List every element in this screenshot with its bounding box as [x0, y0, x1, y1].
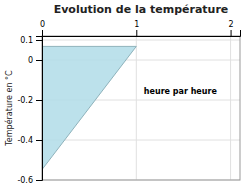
x-tick-label: 2 [229, 20, 234, 29]
grid-line-x [136, 36, 137, 180]
y-tick-label: -0.2 [17, 96, 33, 105]
title: Evolution de la température [54, 3, 229, 16]
y-tick-label: 0 [28, 56, 33, 65]
x-tick-label: 1 [134, 20, 139, 29]
x-tick-mark [231, 30, 232, 36]
y-tick: -0.2 [17, 96, 42, 105]
y-tick-label: 0.1 [20, 36, 33, 45]
x-tick-label: 0 [40, 20, 45, 29]
annotations: heure par heure [144, 87, 218, 96]
x-tick: 2 [229, 20, 234, 36]
plot-frame [42, 36, 240, 180]
y-tick: 0 [28, 56, 42, 65]
chart: 0 1 2 -0.6 -0.4 -0.2 0 0.1 heure par heure Evolut… [0, 0, 250, 188]
y-tick-mark [36, 140, 42, 141]
y-tick: 0.1 [20, 36, 42, 45]
grid [42, 36, 240, 180]
annotation: heure par heure [144, 87, 218, 96]
x-tick-mark [42, 30, 43, 36]
y-tick-label: -0.4 [17, 136, 33, 145]
grid-line-x [230, 36, 231, 180]
y-tick: -0.4 [17, 136, 42, 145]
y-tick-mark [36, 100, 42, 101]
y-axis-title: Température en °C [4, 70, 14, 147]
triangle [42, 46, 136, 169]
grid-line-y [42, 140, 240, 141]
y-axis: -0.6 -0.4 -0.2 0 0.1 [17, 36, 42, 185]
x-tick: 1 [134, 20, 139, 36]
y-tick-mark [36, 60, 42, 61]
plot-area: 0 1 2 -0.6 -0.4 -0.2 0 0.1 heure par heure [17, 20, 240, 185]
x-axis-line [43, 30, 241, 37]
marks [42, 46, 136, 169]
y-tick: -0.6 [17, 176, 42, 185]
y-axis-line [36, 37, 43, 181]
x-tick: 0 [40, 20, 45, 36]
x-tick-mark [136, 30, 137, 36]
y-tick-label: -0.6 [17, 176, 33, 185]
x-axis: 0 1 2 [40, 20, 241, 37]
y-tick-mark [36, 180, 42, 181]
grid-line-y [42, 40, 240, 41]
y-tick-mark [36, 40, 42, 41]
